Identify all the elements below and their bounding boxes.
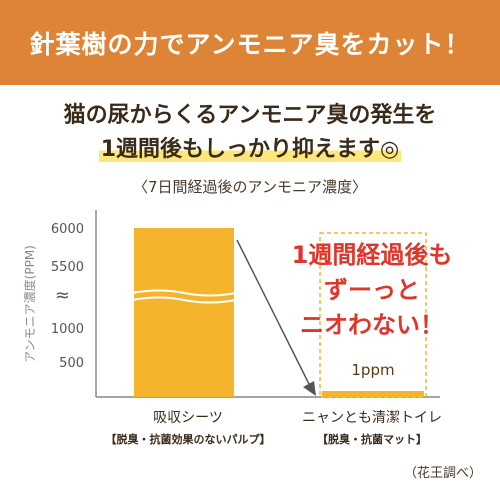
y-tick-label: 6000 xyxy=(51,222,84,237)
data-label-sheets: 6000ppm xyxy=(143,209,224,229)
category-label-toilet: ニャンとも清潔トイレ xyxy=(302,410,442,426)
callout-line-2: ずーっと xyxy=(324,276,420,304)
callout-line-3: ニオわない！ xyxy=(300,311,444,339)
headline-line-2-text: 1週間後もしっかり抑えます◎ xyxy=(98,137,402,162)
headline-banner: 針葉樹の力でアンモニア臭をカット！ xyxy=(0,0,500,85)
chart-subtitle: 〈7日間経過後のアンモニア濃度〉 xyxy=(133,178,367,196)
drop-arrow-head xyxy=(303,381,316,396)
bar-sheets xyxy=(134,228,234,397)
banner-text: 針葉樹の力でアンモニア臭をカット！ xyxy=(29,29,471,59)
y-axis-title: アンモニア濃度(PPM) xyxy=(22,245,37,363)
headline-line-2: 1週間後もしっかり抑えます◎ xyxy=(0,131,500,163)
category-sublabel-sheets: 【脱臭・抗菌効果のないパルプ】 xyxy=(105,433,271,446)
category-label-sheets: 吸収シーツ xyxy=(153,410,223,426)
source-note: （花王調べ） xyxy=(403,466,482,481)
y-tick-label: 500 xyxy=(59,356,84,371)
y-tick-label: 1000 xyxy=(51,322,84,337)
data-label-toilet: 1ppm xyxy=(351,361,394,379)
headline-line-1: 猫の尿からくるアンモニア臭の発生を xyxy=(63,103,437,128)
axis-break-label: ≈ xyxy=(55,285,70,306)
category-sublabel-toilet: 【脱臭・抗菌マット】 xyxy=(317,433,427,446)
callout-text: 1週間経過後も ずーっと ニオわない！ xyxy=(252,238,492,343)
drop-arrow-line xyxy=(236,239,311,387)
bar-toilet xyxy=(322,391,424,397)
dashed-outline xyxy=(319,232,427,398)
break-mark-upper xyxy=(131,289,237,297)
y-tick-label: 5500 xyxy=(51,260,84,275)
break-mark-lower xyxy=(131,296,237,304)
callout-line-1: 1週間経過後も xyxy=(291,241,453,269)
